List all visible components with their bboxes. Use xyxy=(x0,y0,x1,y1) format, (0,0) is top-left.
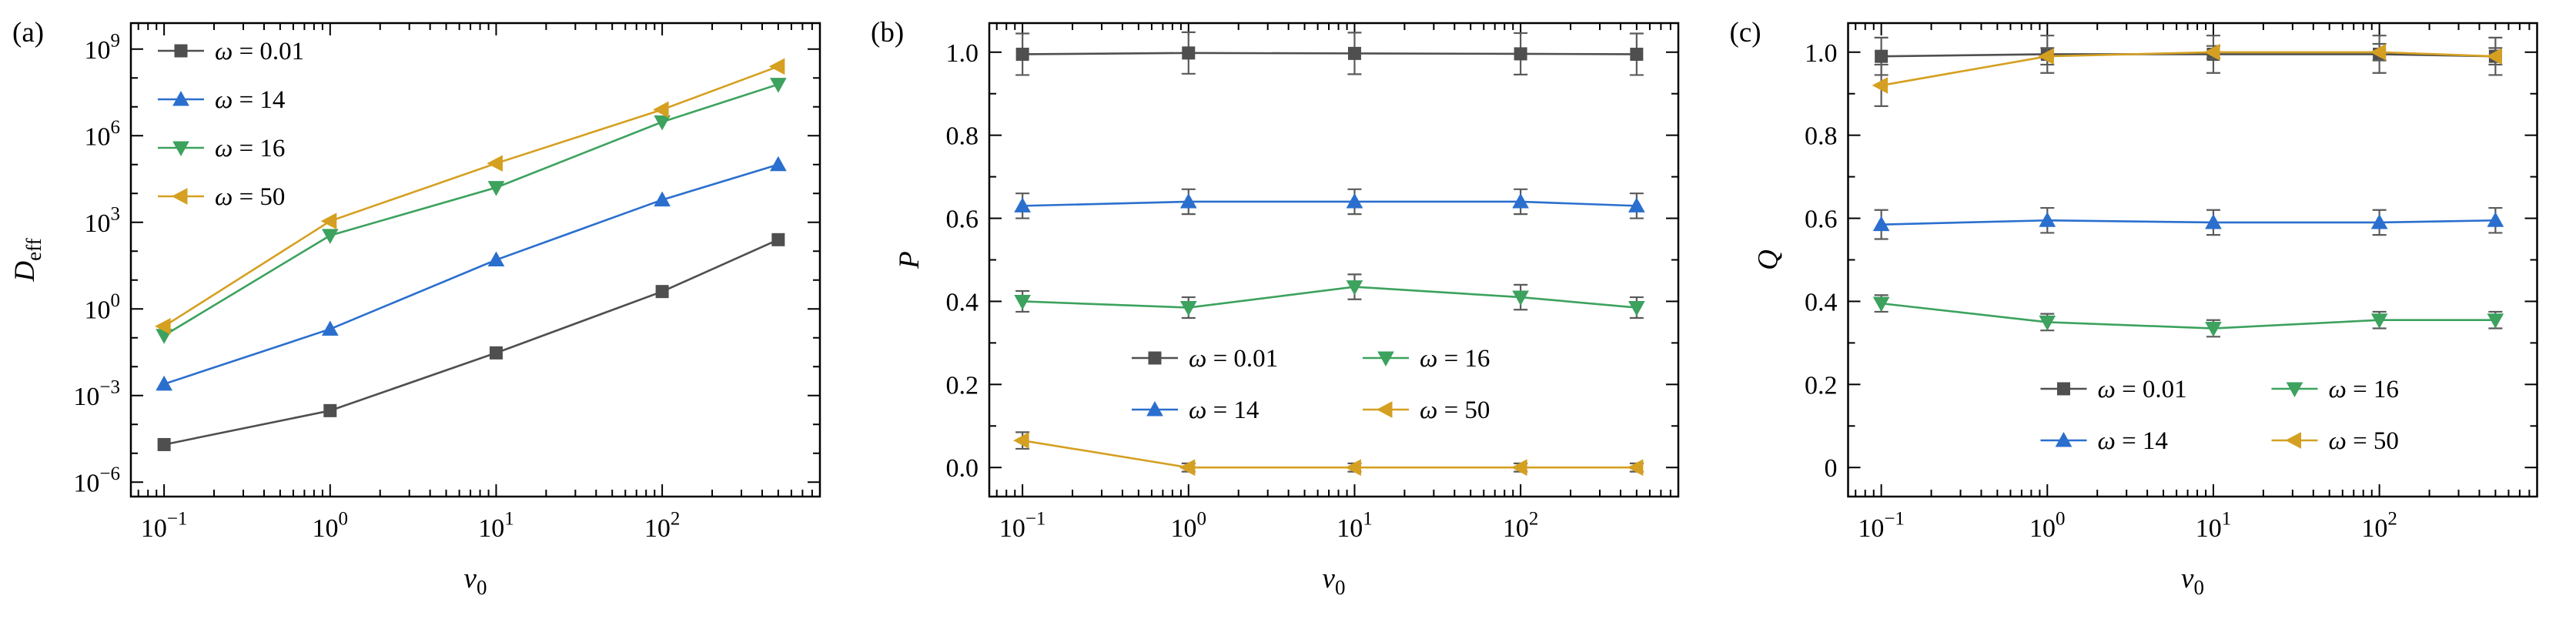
svg-text:10−1: 10−1 xyxy=(1858,509,1905,543)
svg-text:106: 106 xyxy=(85,117,121,151)
svg-text:100: 100 xyxy=(1171,509,1207,543)
svg-text:0.2: 0.2 xyxy=(946,371,979,400)
svg-text:0.0: 0.0 xyxy=(946,454,979,483)
svg-text:10−6: 10−6 xyxy=(73,463,120,497)
svg-text:P: P xyxy=(894,251,925,269)
chart-p-vs-v0: 10−1 100 101 102 0.0 0.2 0.4 0.6 0.8 1.0 ω = 0.01 ω… xyxy=(871,17,1680,599)
chart-q-vs-v0: 10−1 100 101 102 0 0.2 0.4 0.6 0.8 1.0 ω = 0.01 ω =… xyxy=(1730,17,2538,599)
svg-text:101: 101 xyxy=(478,509,514,543)
svg-text:103: 103 xyxy=(85,203,121,237)
svg-text:0.8: 0.8 xyxy=(1805,122,1838,151)
svg-text:0.6: 0.6 xyxy=(1805,206,1838,234)
svg-text:1.0: 1.0 xyxy=(1805,39,1838,68)
svg-text:0: 0 xyxy=(1825,454,1838,483)
svg-text:ω = 14: ω = 14 xyxy=(2098,427,2168,455)
svg-text:0.6: 0.6 xyxy=(946,206,979,234)
svg-text:0.8: 0.8 xyxy=(946,122,979,151)
svg-text:ω = 0.01: ω = 0.01 xyxy=(215,38,304,65)
chart-deff-vs-v0: 10−1 100 101 102 109 106 103 100 10−3 10−6 ω = 0.0… xyxy=(9,17,821,599)
svg-text:ω = 14: ω = 14 xyxy=(1189,396,1259,424)
svg-text:v0: v0 xyxy=(1323,563,1346,599)
svg-text:102: 102 xyxy=(644,509,681,543)
svg-text:1.0: 1.0 xyxy=(946,39,979,68)
svg-text:Deff: Deff xyxy=(9,238,45,282)
svg-text:10−3: 10−3 xyxy=(73,376,120,410)
panel-a: 10−1 100 101 102 109 106 103 100 10−3 10−6 ω = 0.0… xyxy=(0,0,858,629)
svg-text:(c): (c) xyxy=(1730,17,1761,49)
svg-text:ω = 50: ω = 50 xyxy=(2329,427,2399,455)
svg-text:101: 101 xyxy=(2196,509,2232,543)
svg-text:101: 101 xyxy=(1337,509,1373,543)
svg-text:0.4: 0.4 xyxy=(1805,288,1838,316)
svg-text:ω = 16: ω = 16 xyxy=(2329,376,2399,403)
svg-text:10−1: 10−1 xyxy=(999,509,1046,543)
svg-text:109: 109 xyxy=(85,30,121,64)
svg-text:(a): (a) xyxy=(12,17,44,49)
svg-text:10−1: 10−1 xyxy=(141,509,188,543)
panel-c: 10−1 100 101 102 0 0.2 0.4 0.6 0.8 1.0 ω = 0.01 ω =… xyxy=(1717,0,2575,629)
svg-text:100: 100 xyxy=(85,290,121,324)
panel-b: 10−1 100 101 102 0.0 0.2 0.4 0.6 0.8 1.0 ω = 0.01 ω… xyxy=(858,0,1717,629)
svg-text:ω = 14: ω = 14 xyxy=(215,86,285,114)
svg-text:(b): (b) xyxy=(871,17,904,49)
svg-text:ω = 50: ω = 50 xyxy=(1420,396,1490,424)
svg-text:ω = 0.01: ω = 0.01 xyxy=(1189,345,1278,373)
svg-text:100: 100 xyxy=(313,509,349,543)
svg-text:v0: v0 xyxy=(464,563,487,599)
svg-text:0.2: 0.2 xyxy=(1805,371,1838,400)
svg-text:ω = 16: ω = 16 xyxy=(215,135,285,162)
svg-text:ω = 0.01: ω = 0.01 xyxy=(2098,376,2187,403)
svg-text:ω = 50: ω = 50 xyxy=(215,183,285,211)
svg-text:Q: Q xyxy=(1753,249,1785,270)
svg-text:0.4: 0.4 xyxy=(946,288,979,316)
svg-text:102: 102 xyxy=(2361,509,2397,543)
svg-text:ω = 16: ω = 16 xyxy=(1420,345,1490,373)
svg-text:102: 102 xyxy=(1503,509,1539,543)
svg-text:v0: v0 xyxy=(2181,563,2204,599)
svg-text:100: 100 xyxy=(2029,509,2066,543)
